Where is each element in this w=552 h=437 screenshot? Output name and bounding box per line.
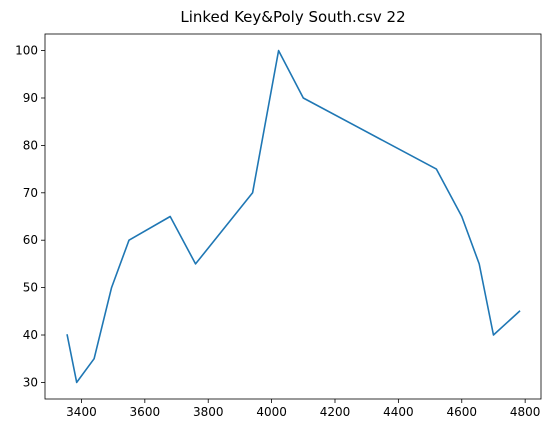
x-tick-label: 4200 <box>320 405 351 419</box>
x-tick-label: 3400 <box>66 405 97 419</box>
series-layer <box>66 49 521 384</box>
y-tick-label: 100 <box>15 44 38 58</box>
y-tick-label: 40 <box>23 328 38 342</box>
y-tick-label: 30 <box>23 375 38 389</box>
y-tick-label: 70 <box>23 186 38 200</box>
axes: 3400 3600 3800 4000 4200 4400 4600 4800 30 40 50 60… <box>15 33 542 419</box>
y-tick-label: 80 <box>23 138 38 152</box>
y-tick-label: 60 <box>23 233 38 247</box>
chart-title: Linked Key&Poly South.csv 22 <box>180 8 405 26</box>
series-line-0 <box>66 49 521 384</box>
x-tick-label: 3600 <box>130 405 161 419</box>
x-tick-label: 3800 <box>193 405 224 419</box>
x-tick-label: 4800 <box>510 405 541 419</box>
y-tick-label: 50 <box>23 281 38 295</box>
x-tick-label: 4000 <box>256 405 287 419</box>
plot-frame <box>44 33 542 400</box>
x-tick-label: 4400 <box>383 405 414 419</box>
y-tick-label: 90 <box>23 91 38 105</box>
x-tick-label: 4600 <box>446 405 477 419</box>
